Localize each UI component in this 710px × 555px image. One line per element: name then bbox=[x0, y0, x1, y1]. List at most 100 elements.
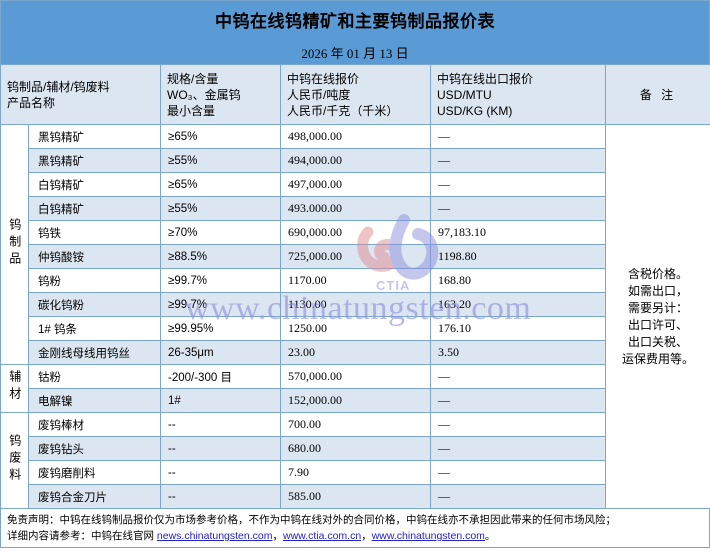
col-header-cny-line2: 人民币/吨度 bbox=[287, 87, 351, 102]
cell-spec: -- bbox=[160, 436, 282, 461]
group-label-cell: 钨废料 bbox=[0, 412, 29, 509]
remark-line: 出口关税、 bbox=[628, 334, 689, 349]
cell-spec: 1# bbox=[160, 388, 282, 413]
table-row: 黑钨精矿 ≥55% 494,000.00— bbox=[1, 148, 710, 173]
cell-spec: -200/-300 目 bbox=[160, 364, 282, 389]
cell-spec: ≥55% bbox=[160, 148, 282, 173]
quote-date: 2026 年 01 月 13 日 bbox=[301, 46, 409, 61]
cell-product-name: 1# 钨条 bbox=[27, 316, 162, 341]
remark-line: 出口许可、 bbox=[628, 317, 689, 332]
cell-spec: -- bbox=[160, 412, 282, 437]
cell-spec: -- bbox=[160, 484, 282, 509]
col-header-product-line1: 钨制品/辅材/钨废料 bbox=[7, 79, 110, 94]
table-row: 钨粉 ≥99.7% 1170.00 168.80 bbox=[1, 268, 710, 293]
table-body: 钨制品 黑钨精矿 ≥65% 498,000.00— 含税价格。 如需出口， 需要另计： 出口许… bbox=[0, 124, 710, 509]
cell-price-usd: 163.20 bbox=[430, 292, 607, 317]
cell-product-name: 碳化钨粉 bbox=[27, 292, 162, 317]
cell-price-usd: — bbox=[430, 148, 607, 173]
table-row: 废钨合金刀片 -- 585.00— bbox=[1, 484, 710, 509]
cell-price-cny: 570,000.00 bbox=[280, 364, 432, 389]
col-header-spec-line1: 规格/含量 bbox=[167, 71, 219, 86]
disclaimer-line-2-suffix: 。 bbox=[484, 530, 496, 542]
group-label: 辅材 bbox=[7, 370, 22, 404]
table-header-row: 钨制品/辅材/钨废料 产品名称 规格/含量 WO₃、金属钨 最小含量 中钨在线报… bbox=[0, 64, 710, 125]
col-header-usd: 中钨在线出口报价 USD/MTU USD/KG (KM) bbox=[430, 64, 607, 125]
col-header-spec-line3: 最小含量 bbox=[167, 103, 216, 118]
cell-price-cny: 498,000.00 bbox=[280, 124, 432, 149]
col-header-product: 钨制品/辅材/钨废料 产品名称 bbox=[0, 64, 162, 125]
col-header-spec-line2: WO₃、金属钨 bbox=[167, 87, 241, 102]
cell-price-cny: 497,000.00 bbox=[280, 172, 432, 197]
cell-price-cny: 7.90 bbox=[280, 460, 432, 485]
cell-spec: ≥65% bbox=[160, 124, 282, 149]
cell-product-name: 黑钨精矿 bbox=[27, 148, 162, 173]
cell-product-name: 黑钨精矿 bbox=[27, 124, 162, 149]
table-row: 钨制品 黑钨精矿 ≥65% 498,000.00— 含税价格。 如需出口， 需要另计： 出口许… bbox=[0, 124, 710, 509]
cell-product-name: 钴粉 bbox=[27, 364, 162, 389]
table-row: 辅材 钴粉 -200/-300 目 570,000.00— bbox=[0, 364, 710, 413]
cell-spec: ≥55% bbox=[160, 196, 282, 221]
cell-product-name: 仲钨酸铵 bbox=[27, 244, 162, 269]
disclaimer-line-2-prefix: 详细内容请参考：中钨在线官网 bbox=[7, 530, 157, 542]
table-row: 碳化钨粉 ≥99.7% 1130.00 163.20 bbox=[1, 292, 710, 317]
col-header-cny-line3: 人民币/千克（千米） bbox=[287, 103, 399, 118]
cell-price-usd: — bbox=[430, 412, 607, 437]
cell-price-usd: 1198.80 bbox=[430, 244, 607, 269]
table-row: 白钨精矿 ≥65% 497,000.00— bbox=[1, 172, 710, 197]
link-chinatungsten[interactable]: www.chinatungsten.com bbox=[371, 530, 485, 542]
cell-price-usd: — bbox=[430, 172, 607, 197]
cell-price-usd: — bbox=[430, 388, 607, 413]
link-news-chinatungsten[interactable]: news.chinatungsten.com bbox=[156, 530, 273, 542]
cell-price-cny: 1130.00 bbox=[280, 292, 432, 317]
cell-price-usd: 97,183.10 bbox=[430, 220, 607, 245]
cell-price-cny: 725,000.00 bbox=[280, 244, 432, 269]
cell-price-cny: 700.00 bbox=[280, 412, 432, 437]
price-table: 钨制品/辅材/钨废料 产品名称 规格/含量 WO₃、金属钨 最小含量 中钨在线报… bbox=[0, 64, 710, 509]
disclaimer-line-1: 免责声明：中钨在线钨制品报价仅为市场参考价格，不作为中钨在线对外的合同价格，中钨… bbox=[7, 514, 616, 526]
group-label: 钨废料 bbox=[7, 433, 22, 485]
cell-price-cny: 23.00 bbox=[280, 340, 432, 365]
cell-price-cny: 493.000.00 bbox=[280, 196, 432, 221]
link-ctia[interactable]: www.ctia.com.cn bbox=[283, 530, 362, 542]
table-row: 废钨钻头 -- 680.00— bbox=[1, 436, 710, 461]
cell-price-cny: 1170.00 bbox=[280, 268, 432, 293]
cell-spec: ≥88.5% bbox=[160, 244, 282, 269]
cell-price-usd: — bbox=[430, 436, 607, 461]
col-header-usd-line1: 中钨在线出口报价 bbox=[437, 71, 534, 86]
link-separator-1: ， bbox=[272, 530, 284, 542]
cell-spec: ≥70% bbox=[160, 220, 282, 245]
remark-line: 需要另计： bbox=[628, 300, 689, 315]
cell-price-cny: 1250.00 bbox=[280, 316, 432, 341]
cell-product-name: 钨粉 bbox=[27, 268, 162, 293]
remark-line: 含税价格。 bbox=[628, 266, 689, 281]
cell-product-name: 钨铁 bbox=[27, 220, 162, 245]
cell-product-name: 废钨合金刀片 bbox=[27, 484, 162, 509]
remark-line: 运保费用等。 bbox=[622, 351, 695, 366]
table-row: 废钨磨削料 -- 7.90— bbox=[1, 460, 710, 485]
cell-product-name: 白钨精矿 bbox=[27, 196, 162, 221]
table-row: 金刚线母线用钨丝 26-35μm 23.00 3.50 bbox=[1, 340, 710, 365]
link-separator-2: ， bbox=[361, 530, 372, 542]
cell-price-cny: 152,000.00 bbox=[280, 388, 432, 413]
remark-line: 如需出口， bbox=[628, 283, 689, 298]
col-header-remark: 备 注 bbox=[605, 64, 710, 125]
table-row: 白钨精矿 ≥55% 493.000.00— bbox=[1, 196, 710, 221]
cell-spec: ≥65% bbox=[160, 172, 282, 197]
col-header-usd-line2: USD/MTU bbox=[437, 87, 492, 102]
cell-price-usd: 168.80 bbox=[430, 268, 607, 293]
col-header-usd-line3: USD/KG (KM) bbox=[437, 103, 513, 118]
cell-spec: ≥99.7% bbox=[160, 292, 282, 317]
cell-price-cny: 494,000.00 bbox=[280, 148, 432, 173]
col-header-cny-line1: 中钨在线报价 bbox=[287, 71, 360, 86]
cell-spec: ≥99.95% bbox=[160, 316, 282, 341]
table-row: 钨铁 ≥70% 690,000.00 97,183.10 bbox=[1, 220, 710, 245]
cell-price-usd: — bbox=[430, 460, 607, 485]
cell-price-usd: 3.50 bbox=[430, 340, 607, 365]
cell-product-name: 电解镍 bbox=[27, 388, 162, 413]
cell-price-cny: 585.00 bbox=[280, 484, 432, 509]
cell-spec: ≥99.7% bbox=[160, 268, 282, 293]
cell-product-name: 金刚线母线用钨丝 bbox=[27, 340, 162, 365]
group-label: 钨制品 bbox=[7, 217, 22, 269]
cell-product-name: 白钨精矿 bbox=[27, 172, 162, 197]
